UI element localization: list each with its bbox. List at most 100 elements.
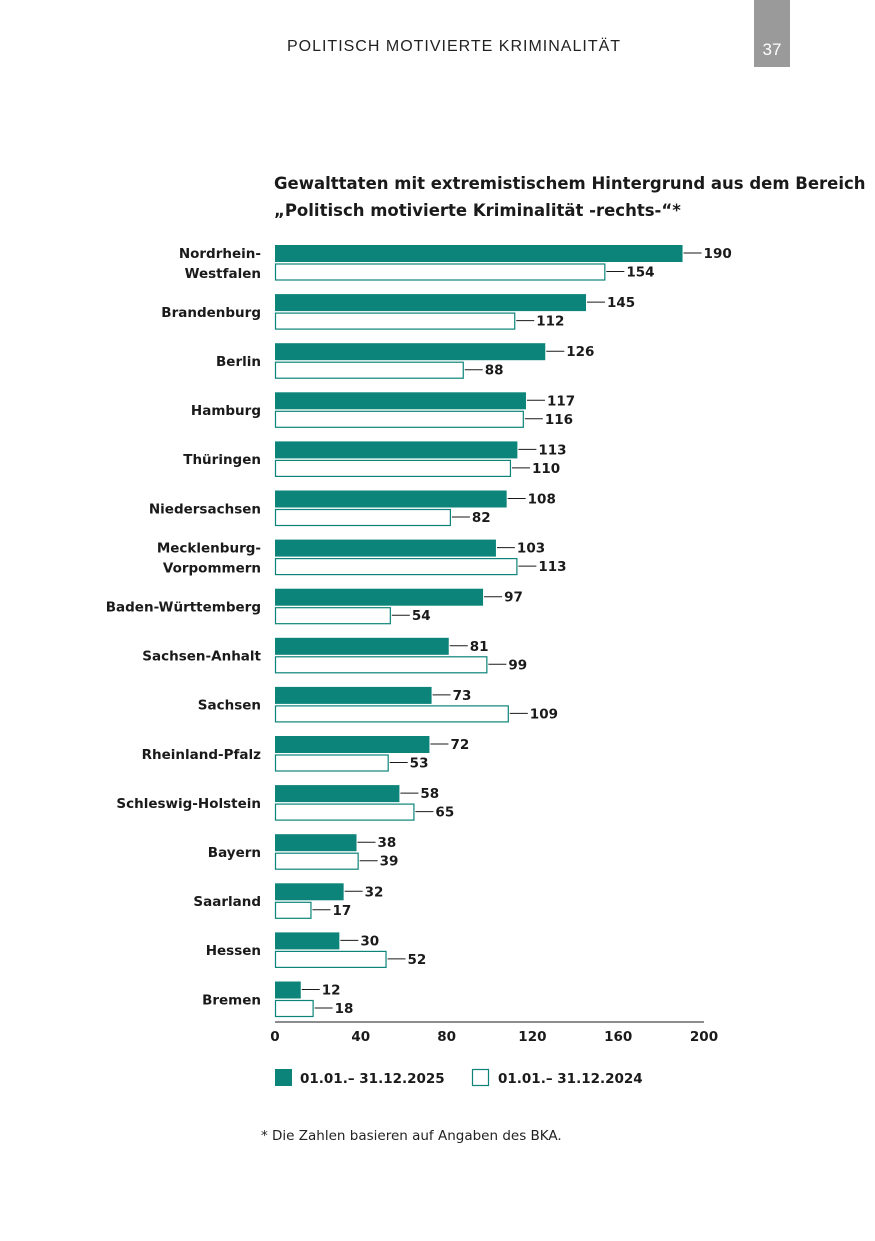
bar-2024 xyxy=(274,410,524,428)
data-label-2025: 32 xyxy=(365,884,384,900)
data-label-2025: 30 xyxy=(360,933,379,949)
data-label-2024: 113 xyxy=(538,559,566,575)
bar-2024 xyxy=(274,312,516,330)
x-tick-label: 80 xyxy=(437,1029,456,1045)
bar-2024 xyxy=(274,656,488,674)
x-tick-label: 200 xyxy=(690,1029,718,1045)
category-label: Sachsen xyxy=(198,698,261,714)
data-label-2024: 112 xyxy=(536,314,564,330)
data-label-2024: 53 xyxy=(410,756,429,772)
legend-swatch-2025 xyxy=(275,1069,292,1086)
page-number: 37 xyxy=(762,40,782,59)
x-tick-label: 120 xyxy=(518,1029,546,1045)
data-label-2025: 145 xyxy=(607,295,635,311)
data-label-2025: 117 xyxy=(547,393,575,409)
data-label-2024: 88 xyxy=(485,363,504,379)
bar-2025 xyxy=(275,539,496,557)
chart-title-line-1: Gewalttaten mit extremistischem Hintergr… xyxy=(274,174,866,193)
data-label-2025: 72 xyxy=(450,737,469,753)
page-number-tab: 37 xyxy=(754,0,790,67)
data-label-2025: 108 xyxy=(528,492,556,508)
bar-2024 xyxy=(274,901,312,919)
data-label-2024: 54 xyxy=(412,608,431,624)
data-label-2025: 73 xyxy=(453,688,472,704)
bar-2025 xyxy=(275,785,400,803)
legend-label-2024: 01.01.– 31.12.2024 xyxy=(498,1071,643,1087)
category-label: Saarland xyxy=(193,894,261,910)
data-label-2024: 17 xyxy=(332,903,351,919)
category-label: Baden-Württemberg xyxy=(106,599,261,615)
data-label-2024: 82 xyxy=(472,510,491,526)
bar-2025 xyxy=(275,588,484,606)
data-label-2024: 39 xyxy=(380,854,399,870)
bar-2025 xyxy=(275,883,344,901)
category-label: Bremen xyxy=(202,992,261,1008)
data-label-2025: 12 xyxy=(322,983,341,999)
bar-2025 xyxy=(275,294,587,312)
category-label: Hamburg xyxy=(191,403,261,419)
bar-2024 xyxy=(274,803,415,821)
data-label-2024: 99 xyxy=(508,657,527,673)
category-label: Hessen xyxy=(206,943,261,959)
data-label-2025: 126 xyxy=(566,344,594,360)
category-label: Berlin xyxy=(216,354,261,370)
footnote: * Die Zahlen basieren auf Angaben des BK… xyxy=(261,1128,562,1144)
category-label: Nordrhein- xyxy=(179,246,261,262)
data-label-2024: 154 xyxy=(626,265,654,281)
data-label-2025: 113 xyxy=(538,442,566,458)
data-label-2025: 97 xyxy=(504,590,523,606)
category-label: Westfalen xyxy=(185,266,261,282)
chart-title-line-2: „Politisch motivierte Kriminalität -rech… xyxy=(274,201,681,220)
category-label: Vorpommern xyxy=(163,560,261,576)
chart-title: Gewalttaten mit extremistischem Hintergr… xyxy=(274,170,866,224)
bar-2024 xyxy=(274,557,518,576)
bar-2024 xyxy=(274,459,512,477)
category-label: Bayern xyxy=(208,845,261,861)
data-label-2024: 52 xyxy=(408,952,427,968)
bar-2024 xyxy=(274,705,509,723)
bar-2025 xyxy=(275,490,507,508)
bar-2025 xyxy=(275,736,430,753)
x-tick-label: 0 xyxy=(270,1029,279,1045)
category-label: Niedersachsen xyxy=(149,501,261,517)
x-tick-label: 40 xyxy=(351,1029,370,1045)
bar-2025 xyxy=(275,245,683,262)
bar-2025 xyxy=(275,343,546,361)
bar-2024 xyxy=(274,754,389,772)
bar-2025 xyxy=(275,686,432,704)
category-label: Sachsen-Anhalt xyxy=(142,649,261,665)
legend-label-2025: 01.01.– 31.12.2025 xyxy=(300,1071,445,1087)
x-tick-label: 160 xyxy=(604,1029,632,1045)
data-label-2025: 103 xyxy=(517,541,545,557)
running-title: POLITISCH MOTIVIERTE KRIMINALITÄT xyxy=(286,38,622,55)
category-label: Thüringen xyxy=(183,452,261,468)
bar-2024 xyxy=(274,852,359,870)
bar-2025 xyxy=(275,834,357,852)
data-label-2025: 81 xyxy=(470,639,489,655)
data-label-2024: 110 xyxy=(532,461,560,477)
data-label-2025: 190 xyxy=(704,246,732,262)
bar-2024 xyxy=(274,607,391,625)
data-label-2025: 38 xyxy=(378,835,397,851)
data-label-2024: 116 xyxy=(545,412,573,428)
data-label-2024: 18 xyxy=(335,1001,354,1017)
bar-2024 xyxy=(274,263,606,281)
bar-2025 xyxy=(275,637,449,655)
bar-2024 xyxy=(274,950,387,969)
data-label-2024: 109 xyxy=(530,706,558,722)
data-label-2024: 65 xyxy=(435,805,454,821)
category-label: Brandenburg xyxy=(161,305,261,321)
data-label-2025: 58 xyxy=(420,786,439,802)
category-label: Rheinland-Pfalz xyxy=(142,747,262,763)
bar-2025 xyxy=(275,932,340,950)
bar-2025 xyxy=(275,441,518,459)
category-label: Mecklenburg- xyxy=(157,540,261,556)
bar-2024 xyxy=(274,999,314,1018)
bar-2025 xyxy=(275,392,526,410)
bar-2025 xyxy=(275,981,301,999)
legend-swatch-2024 xyxy=(471,1068,490,1087)
bar-2024 xyxy=(274,361,464,379)
bar-2024 xyxy=(274,508,451,527)
category-label: Schleswig-Holstein xyxy=(116,796,261,812)
